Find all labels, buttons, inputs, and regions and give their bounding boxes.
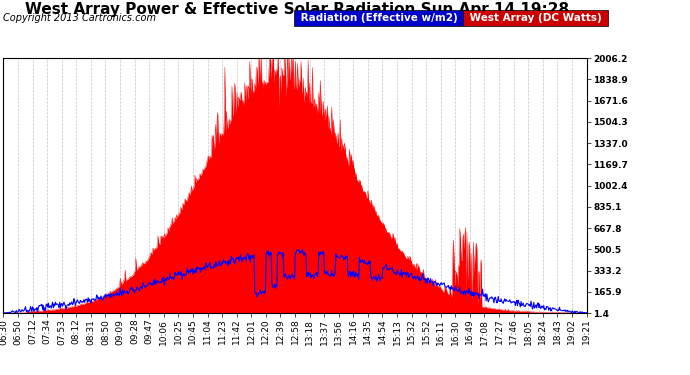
Text: Radiation (Effective w/m2): Radiation (Effective w/m2) — [297, 13, 461, 23]
Text: West Array (DC Watts): West Array (DC Watts) — [466, 13, 605, 23]
Text: Copyright 2013 Cartronics.com: Copyright 2013 Cartronics.com — [3, 13, 157, 23]
Text: West Array Power & Effective Solar Radiation Sun Apr 14 19:28: West Array Power & Effective Solar Radia… — [25, 2, 569, 17]
